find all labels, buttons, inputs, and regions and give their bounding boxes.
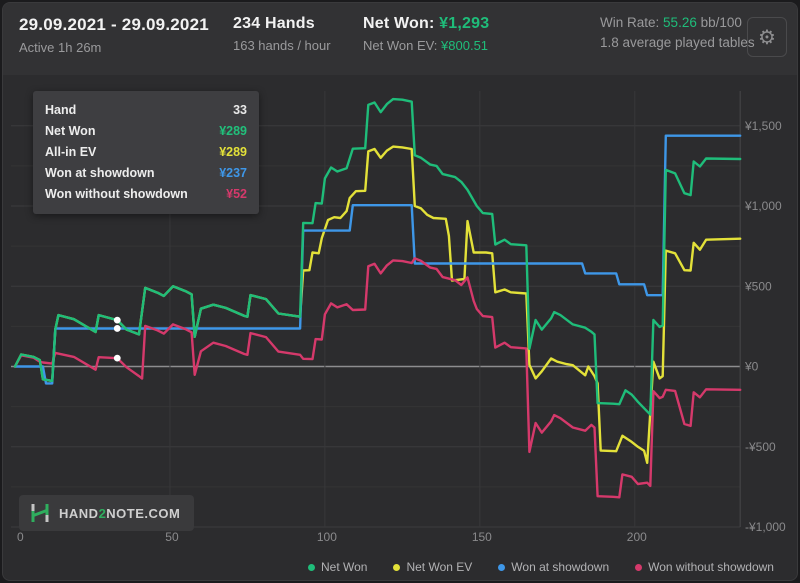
tooltip-row-without-showdown: Won without showdown ¥52	[45, 183, 247, 204]
legend-item-net-won-ev[interactable]: Net Won EV	[393, 560, 472, 574]
win-rate-value: 55.26	[663, 15, 697, 30]
hand2note-logo[interactable]: HAND2NOTE.COM	[19, 495, 195, 531]
x-axis-label: 0	[17, 530, 24, 544]
series-won-without-showdown	[13, 257, 742, 499]
y-axis-label: ¥1,500	[744, 119, 782, 133]
tooltip-row-showdown: Won at showdown ¥237	[45, 162, 247, 183]
gear-icon: ⚙	[758, 26, 776, 49]
logo-text-note: NOTE.COM	[106, 505, 181, 521]
active-time: Active 1h 26m	[19, 40, 102, 55]
tooltip-label: Won without showdown	[45, 186, 188, 201]
tooltip-label: Net Won	[45, 123, 96, 138]
tooltip-label: Won at showdown	[45, 165, 155, 180]
legend-dot-net-won-ev	[393, 563, 401, 571]
hover-marker-dot	[113, 325, 121, 332]
logo-text-2: 2	[98, 505, 107, 521]
avg-tables: 1.8 average played tables	[600, 35, 755, 50]
hands-block: 234 Hands 163 hands / hour	[233, 15, 331, 53]
win-rate-unit: bb/100	[700, 15, 742, 30]
win-rate-line: Win Rate: 55.26 bb/100	[600, 15, 755, 30]
legend-item-won-without-showdown[interactable]: Won without showdown	[635, 560, 774, 574]
y-axis-label: -¥500	[745, 440, 776, 454]
win-rate-label: Win Rate:	[600, 15, 660, 30]
tooltip-label: Hand	[45, 102, 77, 117]
net-won-label: Net Won:	[363, 15, 435, 32]
legend-item-net-won[interactable]: Net Won	[308, 560, 367, 574]
tooltip-value: ¥237	[219, 165, 247, 180]
legend-dot-won-without-showdown	[635, 563, 643, 571]
net-won-ev-label: Net Won EV:	[363, 38, 438, 53]
net-won-block: Net Won: ¥1,293 Net Won EV: ¥800.51	[363, 15, 489, 53]
hands-per-hour: 163 hands / hour	[233, 38, 331, 53]
tooltip-value: ¥289	[219, 144, 247, 159]
tooltip-label: All-in EV	[45, 144, 97, 159]
tooltip-value: ¥289	[219, 123, 247, 138]
logo-text: HAND2NOTE.COM	[59, 506, 180, 521]
tooltip-row-hand: Hand 33	[45, 99, 247, 120]
x-axis-label: 200	[627, 530, 647, 544]
x-axis-label: 150	[472, 530, 492, 544]
y-axis-label: ¥500	[744, 279, 772, 293]
legend-label: Net Won EV	[406, 560, 473, 574]
hand2note-logo-icon	[31, 504, 49, 522]
header-bar: 29.09.2021 - 29.09.2021 Active 1h 26m 23…	[3, 3, 797, 75]
tooltip-value: 33	[233, 102, 247, 117]
hand-tooltip: Hand 33 Net Won ¥289 All-in EV ¥289 Won at …	[33, 91, 259, 214]
legend-label: Net Won	[321, 560, 368, 574]
series-net-won	[13, 97, 742, 416]
y-axis-label: -¥1,000	[745, 520, 786, 534]
net-won-line: Net Won: ¥1,293	[363, 15, 489, 33]
legend-label: Won at showdown	[511, 560, 610, 574]
hover-marker-dot	[113, 354, 121, 362]
legend-dot-net-won	[308, 563, 315, 571]
net-won-value: ¥1,293	[439, 15, 490, 32]
tooltip-value: ¥52	[226, 186, 247, 201]
hands-count: 234 Hands	[233, 15, 315, 32]
legend-label: Won without showdown	[648, 560, 774, 574]
x-axis-label: 50	[165, 530, 179, 544]
net-won-ev-line: Net Won EV: ¥800.51	[363, 38, 489, 53]
winrate-block: Win Rate: 55.26 bb/100 1.8 average playe…	[600, 15, 755, 50]
chart-legend: Net Won Net Won EV Won at showdown Won w…	[293, 560, 789, 574]
legend-dot-won-at-showdown	[498, 563, 506, 571]
tooltip-row-allin-ev: All-in EV ¥289	[45, 141, 247, 162]
date-range: 29.09.2021 - 29.09.2021	[19, 15, 209, 34]
x-axis-label: 100	[317, 530, 337, 544]
hover-marker-dot	[113, 316, 121, 324]
chart-plot-area[interactable]: ¥1,500 ¥1,000 ¥500 ¥0 -¥500 -¥1,000 0 50 100 150 2…	[3, 3, 798, 581]
legend-item-won-at-showdown[interactable]: Won at showdown	[498, 560, 609, 574]
y-axis-label: ¥0	[744, 360, 759, 374]
logo-text-hand: HAND	[59, 505, 99, 521]
tooltip-row-net-won: Net Won ¥289	[45, 120, 247, 141]
net-won-ev-value: ¥800.51	[441, 38, 489, 53]
y-axis-label: ¥1,000	[744, 199, 782, 213]
settings-button[interactable]: ⚙	[747, 17, 787, 57]
date-range-block: 29.09.2021 - 29.09.2021 Active 1h 26m	[19, 15, 209, 55]
